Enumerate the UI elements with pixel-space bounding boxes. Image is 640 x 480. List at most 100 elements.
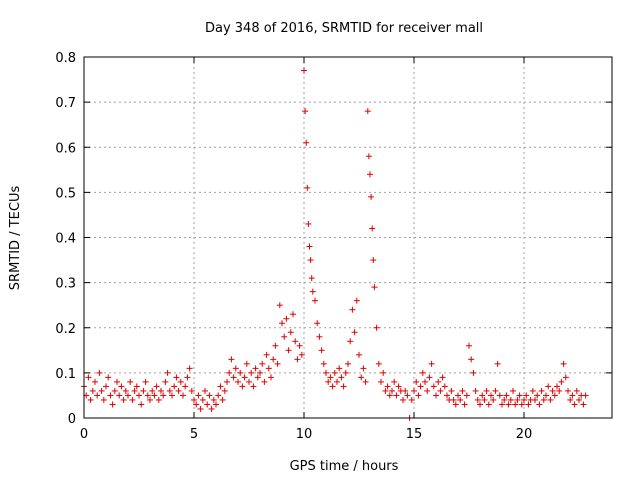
data-point [272,342,279,349]
x-axis: 0 5 10 15 20 [80,57,532,442]
data-point [301,67,307,74]
data-point [384,383,391,390]
data-point [111,387,118,394]
data-point [171,383,178,390]
data-point [149,387,156,394]
data-point [507,396,514,403]
data-point [534,392,541,399]
data-point [290,311,296,318]
data-point [532,396,538,403]
data-point [158,387,164,394]
data-point [494,360,501,367]
data-point [448,387,455,394]
data-point [545,383,552,390]
data-point [219,396,226,403]
data-point [331,369,338,376]
data-point [573,387,580,394]
data-point [474,396,481,403]
data-point [437,387,444,394]
data-point [479,392,486,399]
data-point [166,387,173,394]
data-point [318,347,325,354]
data-point [536,401,543,408]
data-point [369,225,376,232]
data-point [368,193,375,200]
data-point [430,383,437,390]
data-point [127,378,134,385]
data-point [169,392,175,399]
data-point [441,383,448,390]
data-point [94,392,101,399]
data-point [547,396,554,403]
data-point [540,396,547,403]
data-point [461,401,468,408]
data-point [510,387,516,394]
data-point [477,401,483,408]
data-point [503,392,510,399]
data-point [109,401,116,408]
data-point [208,405,215,412]
data-point [138,401,145,408]
data-point [415,392,422,399]
data-point [347,338,354,345]
y-tick-label: 0.4 [55,232,76,247]
data-point [512,401,519,408]
data-point [501,396,508,403]
data-point [358,374,365,381]
data-point [257,369,263,376]
data-point [230,374,237,381]
data-point [514,396,521,403]
data-point [496,392,503,399]
data-point [122,387,129,394]
data-point [558,378,565,385]
data-point [131,387,138,394]
data-point [164,369,171,376]
data-point [265,365,272,372]
data-point [129,396,136,403]
data-point [419,369,426,376]
y-tick-label: 0.2 [55,322,76,337]
data-point [569,392,576,399]
data-point [365,153,372,160]
data-point [336,365,343,372]
data-point [380,369,387,376]
data-point [426,374,433,381]
data-point [320,360,327,367]
data-point [395,383,402,390]
data-point [529,387,536,394]
data-point [433,392,439,399]
data-point [582,392,589,399]
data-point [100,396,107,403]
data-point [499,401,505,408]
data-point [103,383,109,390]
data-point [382,387,389,394]
data-point [107,392,114,399]
data-point [408,396,415,403]
data-point [459,387,466,394]
data-point [241,374,248,381]
data-point [518,401,525,408]
data-point [525,401,532,408]
data-point [85,374,92,381]
data-point [562,374,569,381]
data-point [307,257,314,264]
data-point [239,383,246,390]
data-point [87,396,94,403]
data-point [466,342,472,349]
data-point [232,365,239,372]
data-point [400,396,406,403]
data-point [136,392,142,399]
data-point [276,302,283,309]
data-point [450,396,457,403]
data-point [316,333,323,340]
data-point [323,369,329,376]
data-point [270,356,277,363]
data-point [345,360,351,367]
data-point [228,356,235,363]
data-point [338,374,345,381]
data-point [334,378,340,385]
data-point [386,392,393,399]
data-point [389,387,395,394]
grid-lines [84,57,612,418]
data-point [155,396,162,403]
